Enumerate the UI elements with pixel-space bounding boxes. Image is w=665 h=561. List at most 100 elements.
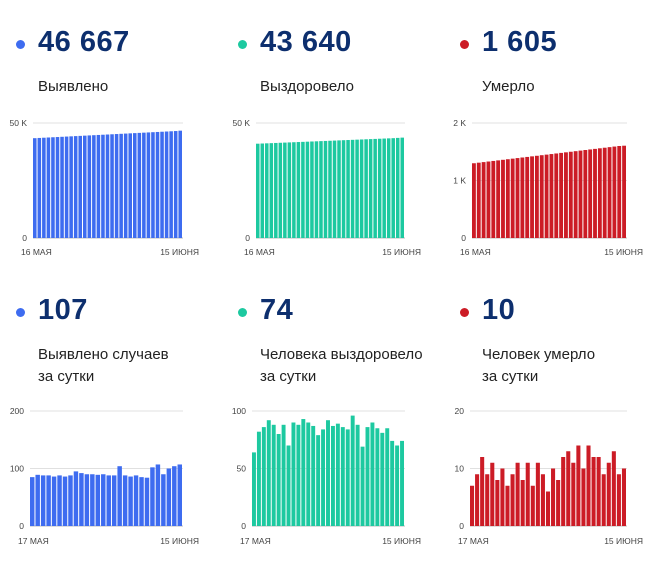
bar — [296, 142, 301, 238]
bar — [292, 142, 296, 238]
bar — [544, 154, 549, 239]
bar — [530, 485, 535, 526]
bar — [510, 474, 515, 526]
bar — [321, 429, 326, 526]
bar — [345, 429, 350, 526]
y-tick-label: 20 — [455, 406, 465, 416]
headline-value: 1 605 — [482, 26, 558, 58]
bar — [286, 445, 291, 526]
bar — [164, 131, 169, 238]
bar — [515, 158, 520, 238]
bar — [539, 155, 544, 238]
series-color-dot — [238, 308, 247, 317]
bar — [591, 457, 596, 526]
bar — [611, 451, 616, 526]
bar — [373, 138, 377, 238]
bar — [571, 462, 576, 526]
bar — [62, 476, 68, 526]
bar — [496, 160, 501, 239]
bar — [551, 468, 556, 526]
y-tick-label: 0 — [459, 521, 464, 531]
bar — [296, 424, 301, 526]
bar — [568, 151, 573, 238]
bar — [597, 148, 602, 238]
series-color-dot — [460, 308, 469, 317]
bar — [530, 156, 534, 238]
y-tick-label: 50 K — [10, 118, 28, 128]
headline-value: 46 667 — [38, 26, 130, 58]
bar — [564, 152, 568, 238]
bar — [83, 135, 87, 238]
panel-detected-daily: 107 Выявлено случаев за сутки 0 100 200 17 МА… — [0, 268, 220, 546]
bar — [368, 139, 373, 238]
bar — [332, 140, 337, 238]
bar — [69, 136, 73, 238]
y-tick-label: 0 — [241, 521, 246, 531]
bar — [606, 462, 611, 526]
bar — [114, 134, 119, 238]
y-tick-label: 100 — [232, 406, 246, 416]
headline-value: 10 — [482, 294, 516, 326]
bar — [326, 420, 330, 526]
bar — [330, 425, 335, 526]
metric-label: Умерло — [482, 78, 535, 95]
bar — [252, 452, 256, 526]
bar — [515, 462, 520, 526]
y-tick-label: 0 — [22, 233, 27, 243]
bar — [390, 440, 395, 526]
bar — [525, 462, 530, 526]
bar — [51, 137, 55, 238]
bar — [276, 434, 281, 526]
bar — [117, 466, 122, 526]
bar — [346, 140, 350, 238]
bar — [87, 135, 92, 238]
headline-value: 107 — [38, 294, 88, 326]
y-tick-label: 10 — [455, 464, 465, 474]
bar — [35, 474, 40, 526]
bar — [37, 137, 42, 238]
bar — [173, 131, 178, 238]
bar — [291, 422, 296, 526]
bar — [323, 140, 328, 238]
bar — [287, 142, 292, 238]
bar — [520, 157, 525, 238]
bar-chart: 0 10 20 17 МАЯ 15 ИЮНЯ — [455, 406, 643, 546]
bar — [260, 143, 265, 238]
bar — [382, 138, 386, 238]
bar-chart: 0 50 100 17 МАЯ 15 ИЮНЯ — [232, 406, 421, 546]
bar — [314, 141, 319, 238]
bar — [535, 462, 540, 526]
bar — [137, 132, 142, 238]
bar — [73, 471, 79, 527]
bar — [105, 134, 110, 238]
y-tick-label: 0 — [19, 521, 24, 531]
bar — [311, 425, 316, 526]
bar — [265, 143, 269, 238]
series-color-dot — [16, 40, 25, 49]
bar — [328, 140, 332, 238]
bar — [133, 133, 137, 238]
metric-label: Человека выздоровело за сутки — [260, 346, 423, 385]
bar — [481, 162, 486, 238]
bar — [101, 474, 106, 526]
bar — [271, 424, 276, 526]
bar — [480, 457, 485, 526]
bar — [55, 137, 60, 238]
bar — [505, 485, 510, 526]
y-tick-label: 200 — [10, 406, 24, 416]
bar — [256, 143, 260, 238]
y-tick-label: 2 K — [453, 118, 466, 128]
bar — [84, 474, 90, 526]
bar — [151, 132, 155, 238]
bar — [581, 468, 586, 526]
bar — [549, 154, 554, 238]
bar — [601, 474, 606, 526]
series-color-dot — [238, 40, 247, 49]
bar — [566, 451, 571, 526]
bar — [395, 445, 400, 526]
bar — [495, 480, 500, 526]
bar — [133, 475, 139, 526]
bar — [612, 146, 617, 238]
y-tick-label: 0 — [461, 233, 466, 243]
bar — [110, 134, 114, 238]
